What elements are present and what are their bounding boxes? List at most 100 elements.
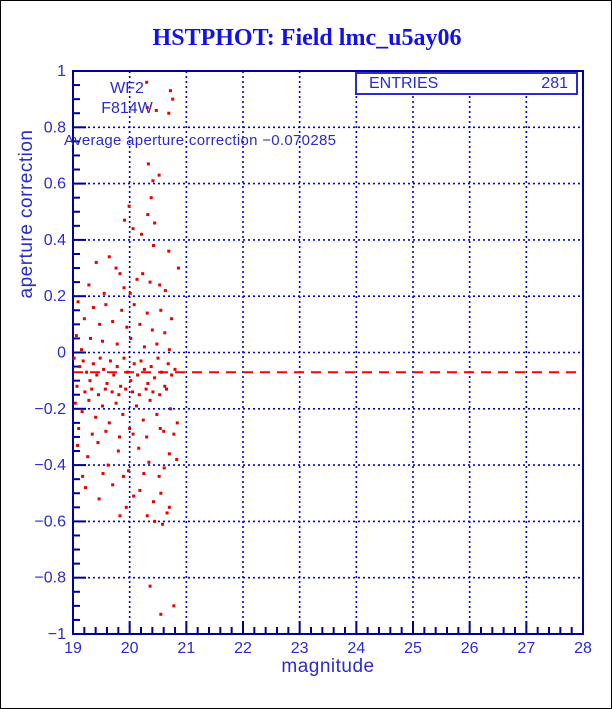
data-point [102,291,106,295]
x-tick-label: 20 [121,640,139,657]
data-point [153,519,157,523]
x-tick-label: 21 [177,640,195,657]
data-point [105,381,109,385]
data-point [72,356,76,360]
data-point [159,370,163,374]
data-point [96,441,100,445]
data-point [86,455,90,459]
data-point [170,373,174,377]
data-point [145,106,149,110]
data-point [159,491,163,495]
data-point [87,283,91,287]
data-point [118,272,122,276]
x-tick-label: 22 [234,640,252,657]
data-point [172,432,176,436]
data-point [149,365,153,369]
x-tick-label: 26 [461,640,479,657]
data-point [127,204,131,208]
data-point [108,359,112,363]
y-tick-label: 0.8 [44,119,66,136]
data-point [167,111,171,115]
data-point [115,365,119,369]
data-point [87,398,91,402]
data-point [175,457,179,461]
plot-frame [72,70,584,635]
data-point [127,469,131,473]
data-point [156,356,160,360]
data-point [97,497,101,501]
y-tick-label: 0.6 [44,176,66,193]
data-point [121,474,125,478]
data-point [73,401,77,405]
data-point [154,108,158,112]
data-point [120,308,124,312]
data-point [124,387,128,391]
data-point [125,325,129,329]
data-point [167,249,171,253]
data-point [83,486,87,490]
x-tick-label: 25 [404,640,422,657]
data-point [150,328,154,332]
data-point [129,336,133,340]
data-point [163,331,167,335]
data-point [172,604,176,608]
data-point [118,514,122,518]
data-point [81,359,85,363]
data-point [104,429,108,433]
data-point [97,393,100,397]
data-point [163,384,167,388]
y-tick-label: −0.8 [34,570,66,587]
data-point [107,255,111,259]
x-tick-label: 24 [347,640,365,657]
data-point [151,179,155,183]
data-point [90,432,94,436]
entries-label: ENTRIES [369,74,439,92]
data-point [132,303,136,307]
data-point [91,362,95,366]
data-point [158,393,162,397]
data-point [139,359,143,363]
data-point [168,407,172,411]
data-point [74,334,78,338]
camera-label: WF2 [110,80,144,97]
average-correction-label: Average aperture correction −0.070285 [64,132,337,149]
data-point [90,387,94,391]
data-point [147,460,151,464]
entries-count: 281 [541,74,568,92]
data-point [129,379,133,383]
data-point [142,345,146,349]
data-point [138,322,142,326]
filter-label: F814W [101,100,153,117]
data-point [137,446,141,450]
data-point [165,511,169,515]
y-tick-label: −0.6 [34,513,66,530]
data-point [89,336,93,340]
data-point [101,472,105,476]
data-point [145,435,149,439]
data-point [170,317,174,321]
data-point [153,221,157,225]
data-point [117,435,121,439]
data-point [173,367,177,371]
data-point [134,404,138,408]
data-point [111,320,115,324]
data-point [111,483,115,487]
data-point [94,415,98,419]
data-point [112,373,116,377]
data-point [131,227,135,231]
data-point [128,427,132,431]
data-point [142,367,146,371]
data-point [157,474,161,478]
data-point [123,218,127,222]
y-tick-label: −0.2 [34,401,66,418]
x-tick-label: 19 [64,640,82,657]
data-point [157,173,161,177]
x-tick-label: 23 [291,640,309,657]
data-point [83,390,87,394]
data-point [142,472,146,476]
data-point [125,370,129,374]
data-point [80,348,83,352]
data-point [131,432,135,436]
